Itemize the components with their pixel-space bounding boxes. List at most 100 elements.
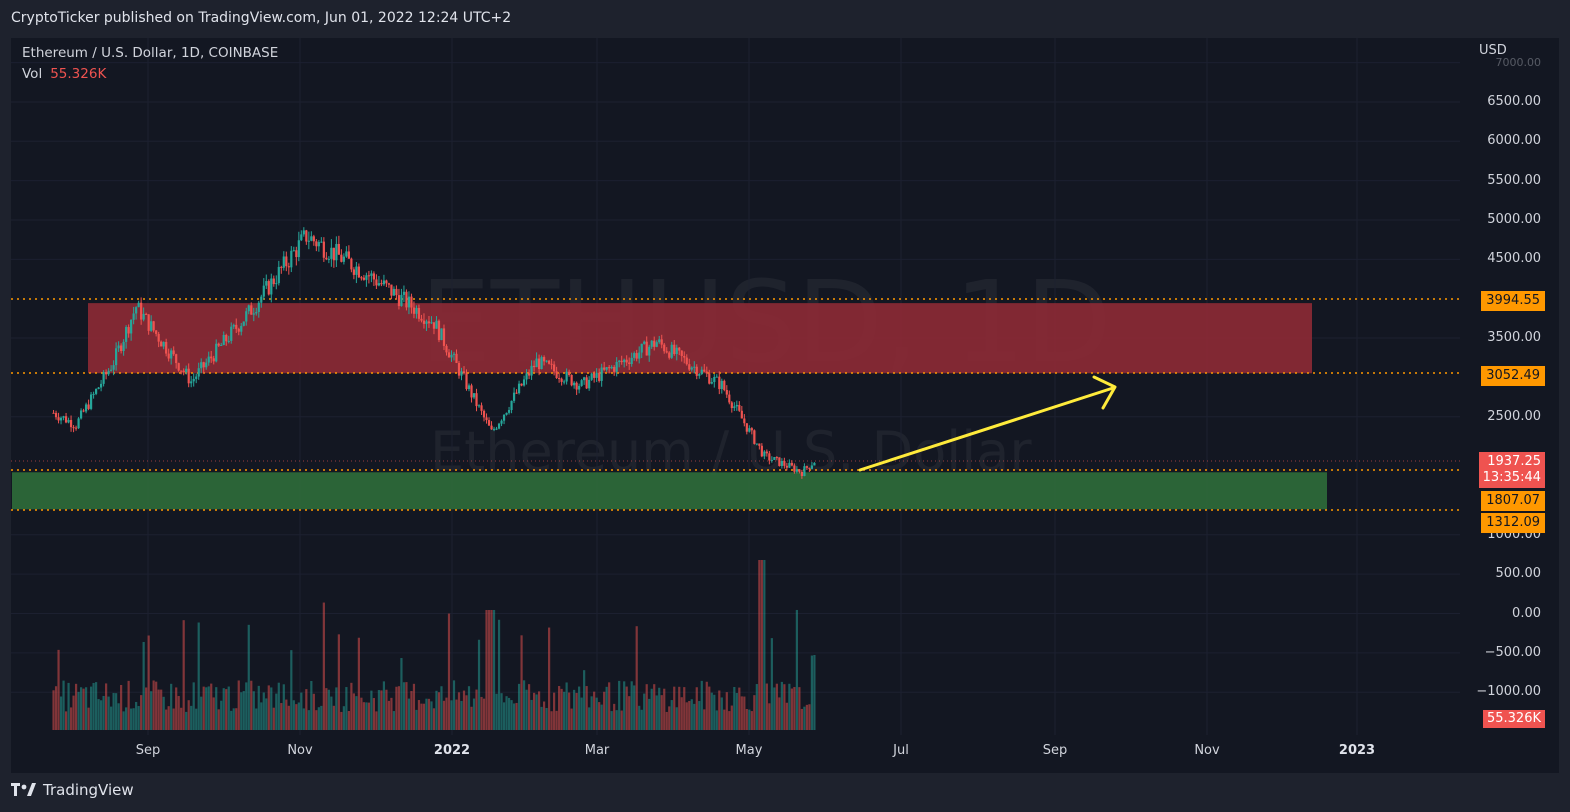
candle-body [67, 419, 70, 423]
volume-bar [653, 684, 656, 730]
candle-body [760, 445, 763, 457]
volume-bar [162, 696, 165, 730]
volume-bar [135, 701, 138, 730]
volume-bar [260, 702, 263, 730]
volume-bar [317, 707, 320, 730]
volume-bar [87, 707, 90, 730]
candle-body [553, 364, 556, 372]
candle-body [215, 343, 218, 362]
volume-bar [783, 684, 786, 730]
volume-bar [485, 610, 488, 730]
candle-body [190, 381, 193, 384]
volume-bar [282, 684, 285, 730]
volume-bar [555, 710, 558, 730]
candle-body [94, 389, 98, 394]
candle-body [545, 360, 548, 362]
volume-bar [335, 687, 338, 730]
volume-bar [522, 680, 526, 730]
volume-bar [127, 680, 130, 730]
candle-body [803, 466, 806, 476]
volume-bar [330, 696, 333, 730]
candle-body [312, 236, 315, 242]
volume-bar [295, 704, 298, 730]
candle-body [440, 328, 443, 341]
price-tick-label: −500.00 [1484, 644, 1541, 660]
candle-body [242, 321, 245, 326]
candle-body [382, 280, 386, 285]
time-axis-label: 2023 [1338, 743, 1376, 758]
currency-label[interactable]: USD [1479, 43, 1507, 58]
candle-body [292, 250, 295, 252]
candle-body [728, 394, 731, 403]
volume-bar [352, 693, 355, 730]
volume-bar [290, 650, 293, 730]
candle-body [84, 404, 88, 412]
candle-body [130, 319, 133, 334]
candle-body [422, 320, 426, 324]
volume-bar [675, 707, 678, 730]
candle-body [813, 462, 816, 466]
volume-bar [580, 697, 583, 730]
volume-bar [760, 560, 763, 730]
volume-bar [145, 687, 148, 730]
candle-body [155, 330, 158, 334]
support-top-badge: 1807.07 [1481, 491, 1545, 511]
volume-bar [397, 686, 401, 730]
volume-bar [237, 680, 240, 730]
candle-body [648, 346, 651, 356]
candle-body [793, 465, 796, 472]
candle-body [805, 466, 808, 468]
candle-body [743, 418, 746, 424]
volume-bar [633, 685, 636, 730]
volume-bar [563, 691, 566, 730]
candle-body [605, 367, 608, 370]
volume-bar [337, 634, 340, 730]
candle-body [332, 247, 335, 261]
candle-body [120, 345, 123, 352]
candle-body [405, 291, 408, 308]
chart-area[interactable] [11, 38, 1559, 773]
candle-body [127, 327, 130, 334]
candle-body [810, 465, 813, 469]
projection-arrow[interactable] [858, 386, 1115, 472]
volume-bar [69, 707, 73, 730]
candle-body [625, 359, 628, 363]
candle-body [357, 266, 360, 278]
candle-body [337, 243, 340, 255]
volume-bar [490, 610, 493, 730]
candle-body [578, 385, 581, 390]
volume-bar [270, 687, 273, 730]
candle-body [502, 414, 506, 421]
candle-body [603, 367, 606, 370]
volume-bar [558, 686, 561, 730]
symbol-legend[interactable]: Ethereum / U.S. Dollar, 1D, COINBASE [22, 45, 279, 61]
candle-body [117, 345, 120, 349]
volume-bar [410, 690, 413, 730]
volume-bar [502, 702, 506, 730]
candle-body [650, 340, 653, 347]
volume-bar [350, 682, 353, 730]
volume-bar [460, 700, 463, 730]
resistance-zone[interactable] [88, 303, 1312, 374]
candle-body [170, 350, 173, 359]
volume-bar [803, 706, 806, 730]
candle-body [77, 418, 80, 429]
volume-bar [750, 711, 753, 730]
candle-body [512, 392, 516, 401]
volume-bar [695, 687, 698, 730]
volume-bar [265, 698, 268, 730]
candle-body [325, 257, 328, 260]
volume-bar [593, 691, 596, 730]
volume-bar [382, 681, 386, 730]
candle-body [385, 280, 388, 284]
candle-body [663, 344, 666, 352]
volume-bar [62, 680, 65, 730]
candle-body [185, 368, 188, 373]
candle-body [653, 340, 656, 347]
volume-legend[interactable]: Vol 55.326K [22, 66, 106, 82]
candle-body [345, 251, 348, 257]
candle-body [480, 405, 483, 411]
candle-body [315, 241, 318, 247]
support-zone[interactable] [12, 472, 1327, 510]
